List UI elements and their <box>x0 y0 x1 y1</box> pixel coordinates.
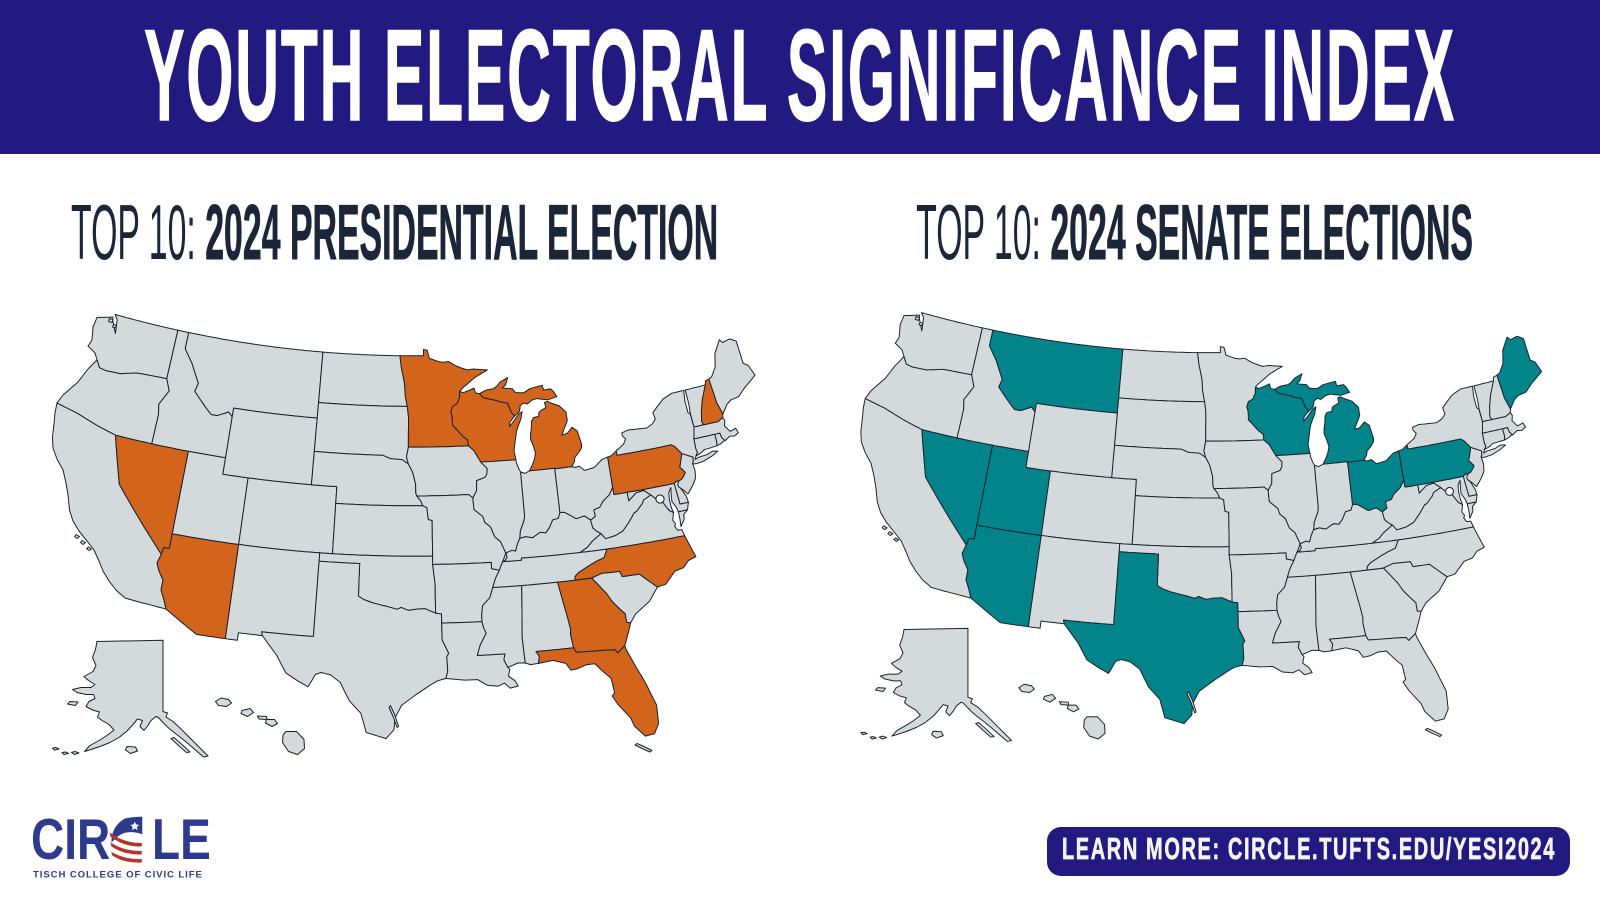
svg-text:CIR: CIR <box>31 812 110 872</box>
svg-text:TISCH COLLEGE OF CIVIC LIFE: TISCH COLLEGE OF CIVIC LIFE <box>33 870 203 881</box>
svg-text:LE: LE <box>152 812 211 872</box>
